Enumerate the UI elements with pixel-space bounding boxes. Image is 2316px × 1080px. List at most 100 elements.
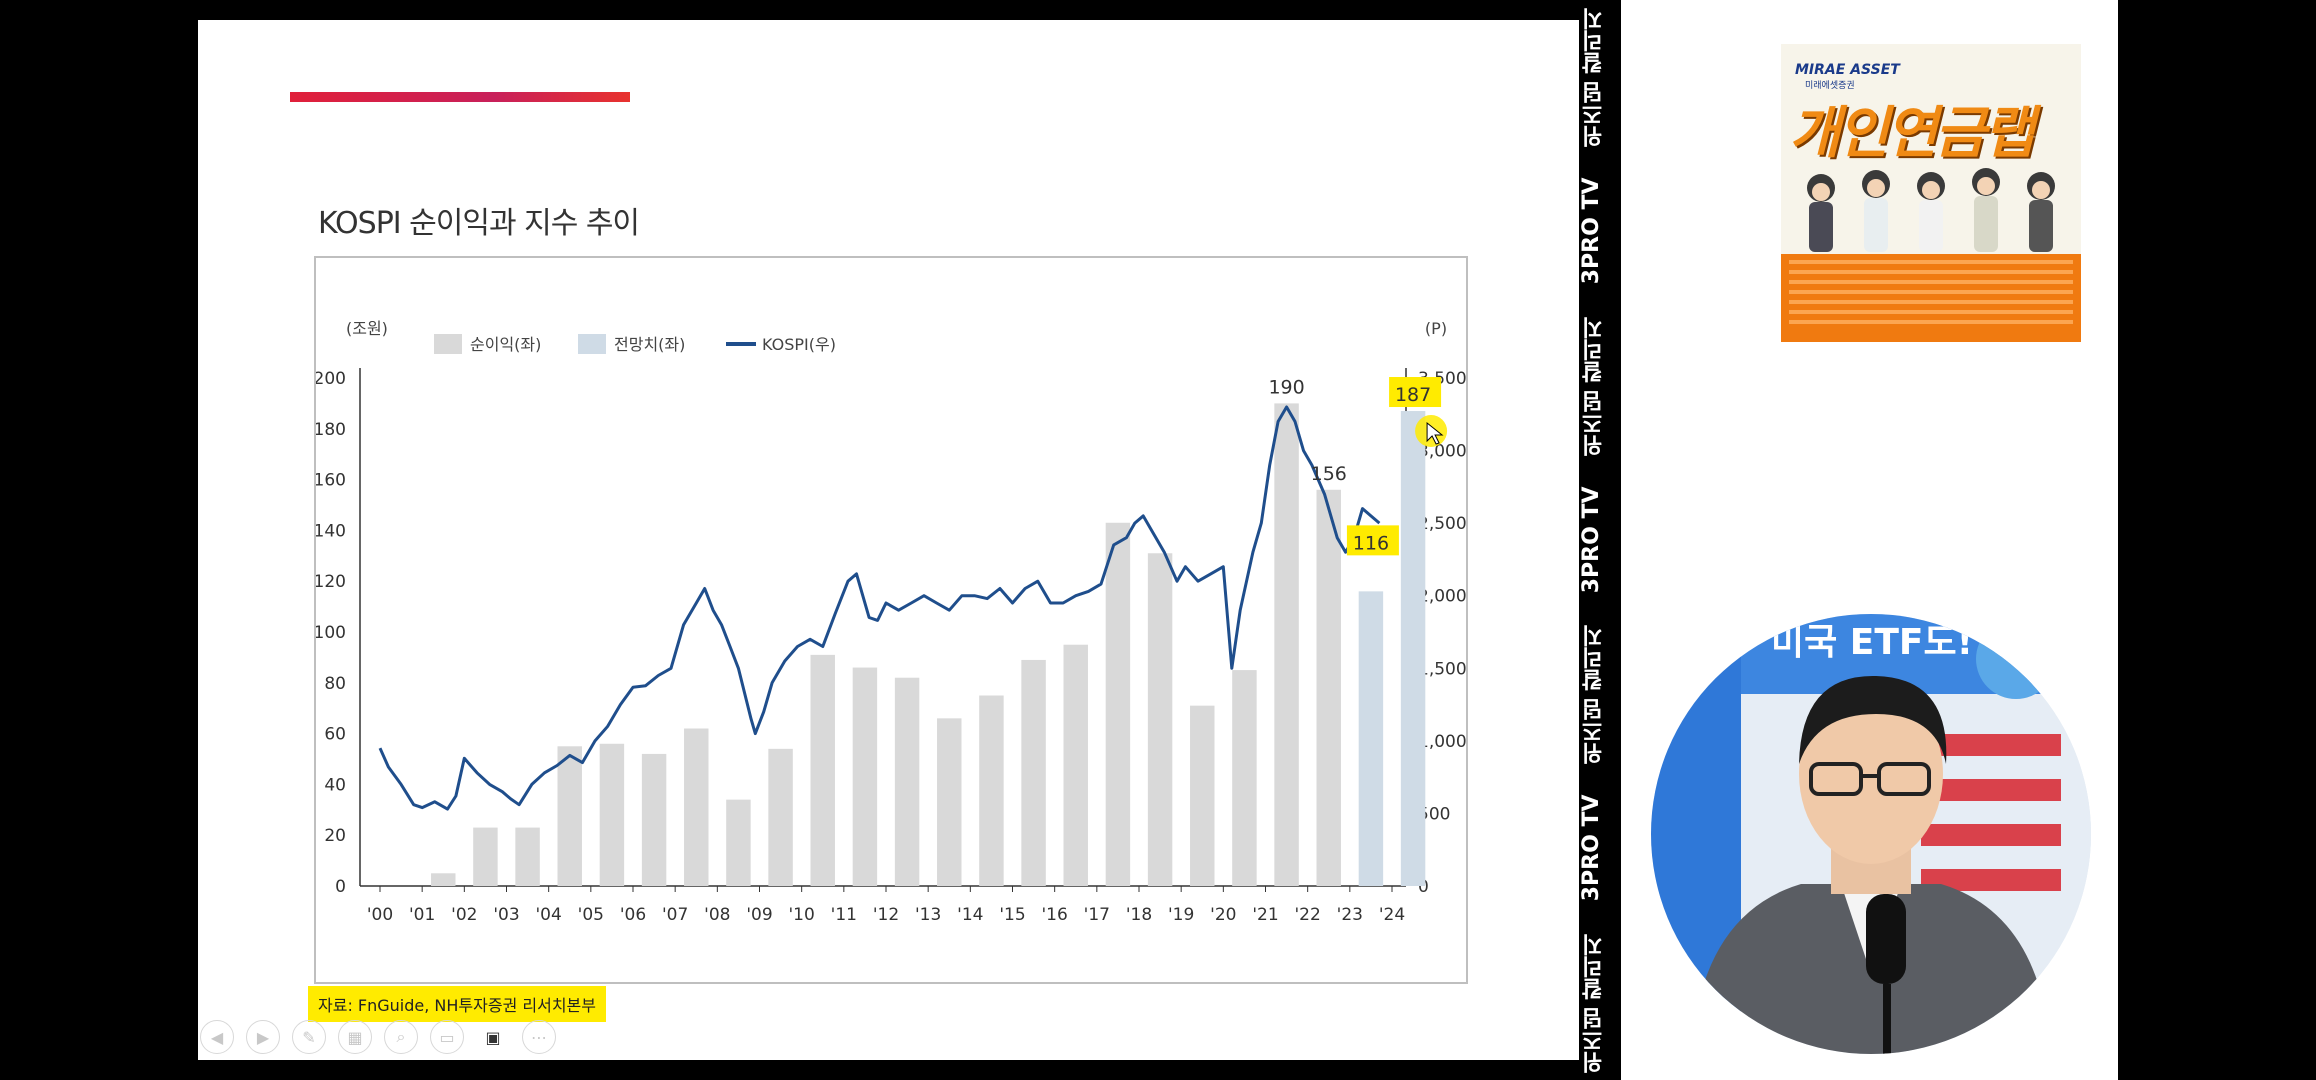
ad-brand: MIRAE ASSET <box>1795 62 1900 78</box>
left-tick-label: 180 <box>316 420 346 440</box>
bar-annotation: 187 <box>1395 384 1431 406</box>
x-tick-label: '14 <box>957 905 983 925</box>
x-tick-label: '01 <box>409 905 435 925</box>
x-tick-label: '03 <box>493 905 519 925</box>
channel-label: 위즈덤 칼리지 <box>1582 624 1607 765</box>
right-tick-label: 2,000 <box>1418 587 1466 607</box>
annotation-highlight <box>1389 377 1442 408</box>
legend-label: 전망치(좌) <box>614 335 685 354</box>
chart-frame: (조원) (P) 순이익(좌) 전망치(좌) KOSPI(우) 0 20 40 60 80 100 1… <box>314 256 1468 984</box>
bar-actual <box>1063 644 1088 886</box>
x-tick-label: '09 <box>746 905 772 925</box>
prev-arrow-icon[interactable]: ◀ <box>200 1020 234 1054</box>
ad-footer-disclaimer <box>1781 254 2081 342</box>
left-tick-label: 60 <box>324 725 346 745</box>
bar-actual <box>1105 522 1131 886</box>
x-tick-label: '05 <box>578 905 604 925</box>
channel-label: 3PRO TV <box>1579 795 1604 902</box>
x-tick-label: '12 <box>873 905 899 925</box>
bar-actual <box>726 799 751 886</box>
bar-actual <box>894 677 920 886</box>
x-tick-label: '11 <box>831 905 857 925</box>
x-tick-label: '02 <box>451 905 477 925</box>
annotation-highlight <box>1346 525 1399 556</box>
right-panel: MIRAE ASSET 미래에셋증권 개인연금랩 미국 ETF도! <box>1621 0 2118 1080</box>
bar-annotation: 190 <box>1268 376 1304 398</box>
x-tick-label: '13 <box>915 905 941 925</box>
bar-actual <box>852 667 878 886</box>
bar-actual <box>473 827 498 886</box>
right-tick-label: 1,500 <box>1418 659 1466 679</box>
presenter-bg-text: 미국 ETF도! <box>1771 622 1973 663</box>
presenter-video: 미국 ETF도! <box>1651 614 2091 1054</box>
right-tick-label: 0 <box>1418 877 1429 897</box>
left-tick-label: 200 <box>316 369 346 389</box>
ad-brand-sub: 미래에셋증권 <box>1805 81 1855 91</box>
bar-actual <box>979 695 1004 886</box>
bar-annotation: 116 <box>1353 532 1389 554</box>
camera-icon[interactable]: ▣ <box>485 1027 501 1047</box>
zoom-icon[interactable]: ⌕ <box>384 1020 418 1054</box>
bar-actual <box>557 746 582 886</box>
channel-label: 위즈덤 칼리지 <box>1582 933 1607 1073</box>
x-tick-label: '00 <box>367 905 393 925</box>
bar-actual <box>641 753 667 886</box>
chart-title: KOSPI 순이익과 지수 추이 <box>318 206 640 241</box>
next-arrow-icon[interactable]: ▶ <box>246 1020 280 1054</box>
channel-label: 위즈덤 칼리지 <box>1582 315 1607 456</box>
x-tick-label: '15 <box>999 905 1025 925</box>
right-tick-label: 2,500 <box>1418 514 1466 534</box>
source-note: 자료: FnGuide, NH투자증권 리서치본부 <box>308 986 606 1022</box>
bar-annotation: 156 <box>1311 463 1347 485</box>
left-tick-label: 100 <box>316 623 346 643</box>
x-tick-label: '04 <box>536 905 562 925</box>
bar-actual <box>1316 489 1341 886</box>
pen-icon[interactable]: ✎ <box>292 1020 326 1054</box>
bar-actual <box>1190 705 1215 886</box>
ad-banner[interactable]: MIRAE ASSET 미래에셋증권 개인연금랩 <box>1781 44 2081 342</box>
x-tick-label: '07 <box>662 905 688 925</box>
more-icon[interactable]: ⋯ <box>522 1020 556 1054</box>
subtitle-icon[interactable]: ▭ <box>430 1020 464 1054</box>
bar-actual <box>515 827 540 886</box>
bar-actual <box>684 728 709 886</box>
bar-actual <box>810 654 835 886</box>
x-tick-label: '06 <box>620 905 646 925</box>
kospi-chart: (조원) (P) 순이익(좌) 전망치(좌) KOSPI(우) 0 20 40 60 80 100 1… <box>316 319 1466 925</box>
bar-forecast <box>1358 591 1384 886</box>
bar-actual <box>1232 670 1257 886</box>
channel-label: 3PRO TV <box>1579 178 1604 285</box>
left-tick-label: 120 <box>316 572 346 592</box>
presentation-slide: KOSPI 순이익과 지수 추이 (조원) (P) 순이익(좌) 전망치(좌) KOSP… <box>198 20 1579 1060</box>
legend-label: 순이익(좌) <box>470 335 541 354</box>
x-tick-label: '21 <box>1252 905 1278 925</box>
slideshow-toolbar: ◀ ▶ ✎ ▦ ⌕ ▭ ▣ ⋯ <box>198 1020 556 1056</box>
bar-actual <box>1021 659 1046 886</box>
bar-actual <box>431 873 456 886</box>
left-tick-label: 20 <box>324 826 346 846</box>
x-tick-label: '16 <box>1042 905 1068 925</box>
presenter-image: 미국 ETF도! <box>1651 614 2091 1054</box>
legend-swatch <box>578 334 606 354</box>
bar-actual <box>599 743 625 886</box>
x-tick-label: '20 <box>1210 905 1236 925</box>
ad-illustration <box>1807 168 2055 252</box>
bar-actual <box>937 718 962 886</box>
bar-actual <box>1274 403 1299 886</box>
x-tick-label: '08 <box>704 905 730 925</box>
channel-strip: 위즈덤 칼리지 3PRO TV 위즈덤 칼리지 3PRO TV 위즈덤 칼리지 3PRO … <box>1579 0 1621 1080</box>
right-axis-unit: (P) <box>1425 319 1447 338</box>
cursor-icon <box>1426 421 1444 445</box>
x-tick-label: '10 <box>789 905 815 925</box>
ad-title: 개인연금랩 <box>1789 101 2035 166</box>
left-tick-label: 40 <box>324 775 346 795</box>
x-tick-label: '22 <box>1295 905 1321 925</box>
bar-forecast <box>1400 411 1426 886</box>
channel-label: 위즈덤 칼리지 <box>1582 7 1607 147</box>
left-tick-label: 160 <box>316 471 346 491</box>
right-tick-label: 1,000 <box>1418 732 1466 752</box>
legend-swatch <box>434 334 462 354</box>
slide-accent-bar <box>290 92 630 102</box>
slides-icon[interactable]: ▦ <box>338 1020 372 1054</box>
left-tick-label: 80 <box>324 674 346 694</box>
